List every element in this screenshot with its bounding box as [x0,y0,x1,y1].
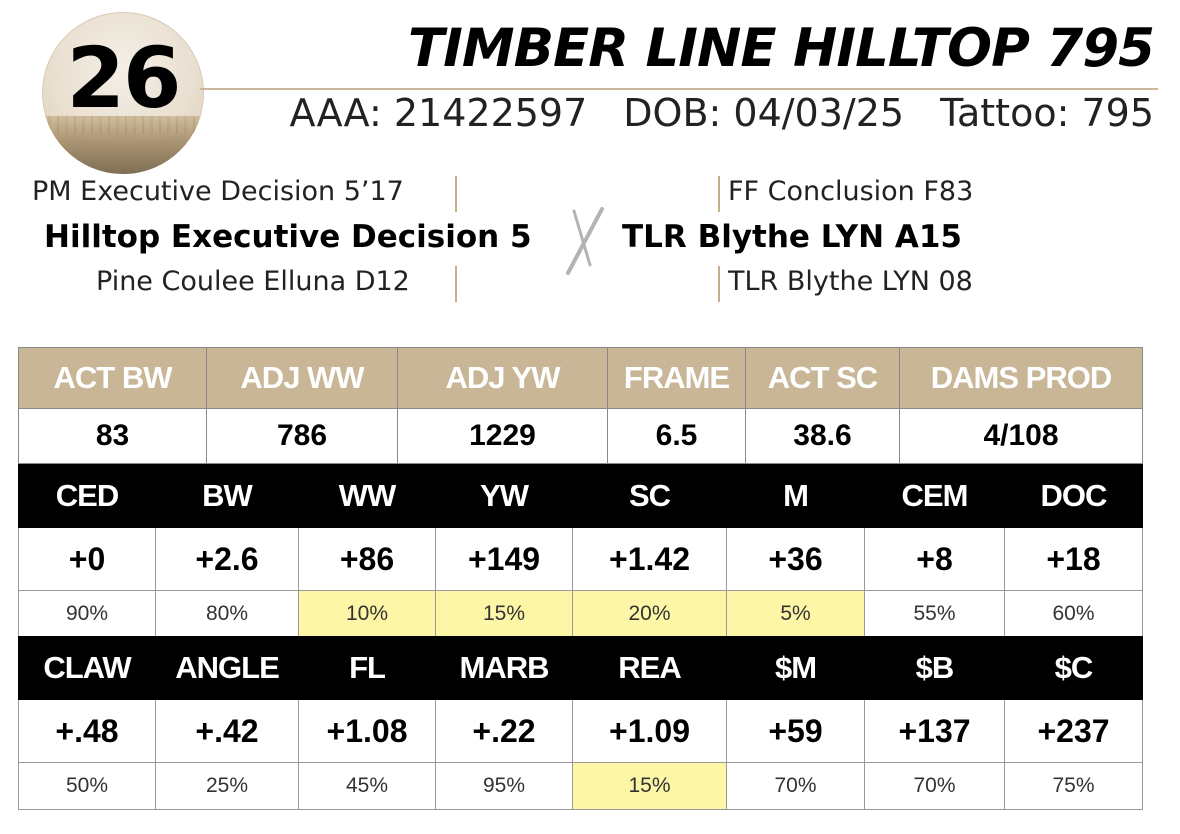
epd-header-cell: WW [298,464,436,528]
epd-header-cell: SC [572,464,727,528]
epd-percentile-cell: 75% [1004,762,1143,810]
epd-header-cell: ANGLE [155,636,299,700]
pedigree-sire-sire: PM Executive Decision 5’17 [32,176,404,207]
lot-number-badge: 26 [42,12,204,174]
header-cell: ACT BW [18,347,207,409]
epd-value-cell: +36 [726,527,865,591]
epd-header-row: CED BW WW YW SC M CEM DOC [18,464,1143,528]
pedigree-sire: Hilltop Executive Decision 5 [44,219,532,255]
epd-table-carcass: CLAW ANGLE FL MARB REA $M $B $C +.48 +.4… [18,636,1143,810]
epd-percentile-cell: 80% [155,590,299,638]
epd-percentile-cell: 70% [864,762,1005,810]
epd-header-cell: CED [18,464,156,528]
epd-percentile-cell: 95% [435,762,573,810]
lot-number: 26 [66,29,182,127]
pedigree-dam-dam: TLR Blythe LYN 08 [728,266,973,297]
epd-header-row: CLAW ANGLE FL MARB REA $M $B $C [18,636,1143,700]
epd-header-cell: $C [1004,636,1143,700]
epd-percentile-cell: 45% [298,762,436,810]
epd-value-cell: +.48 [18,699,156,763]
epd-header-cell: $B [864,636,1005,700]
epd-header-cell: REA [572,636,727,700]
epd-percentile-cell: 50% [18,762,156,810]
epd-value-cell: +0 [18,527,156,591]
epd-percentile-cell: 20% [572,590,727,638]
epd-header-cell: MARB [435,636,573,700]
epd-value-cell: +2.6 [155,527,299,591]
epd-percentile-cell: 55% [864,590,1005,638]
epd-value-row: +0 +2.6 +86 +149 +1.42 +36 +8 +18 [18,527,1143,591]
header-cell: ADJ YW [397,347,608,409]
value-cell: 83 [18,408,207,464]
epd-value-cell: +.42 [155,699,299,763]
epd-header-cell: CEM [864,464,1005,528]
performance-value-row: 83 786 1229 6.5 38.6 4/108 [18,408,1143,464]
pedigree-dam: TLR Blythe LYN A15 [622,219,962,255]
registration-number: AAA: 21422597 [289,91,588,135]
header-cell: ADJ WW [206,347,398,409]
epd-header-cell: BW [155,464,299,528]
epd-percentile-cell: 70% [726,762,865,810]
epd-value-cell: +1.08 [298,699,436,763]
animal-name: TIMBER LINE HILLTOP 795 [408,18,1155,79]
epd-header-cell: YW [435,464,573,528]
pedigree-bracket [718,176,720,212]
epd-value-cell: +1.09 [572,699,727,763]
epd-percentile-row: 90% 80% 10% 15% 20% 5% 55% 60% [18,590,1143,638]
badge-grass-image [42,116,204,174]
epd-value-cell: +.22 [435,699,573,763]
title-divider [200,88,1158,90]
identification-line: AAA: 21422597 DOB: 04/03/25 Tattoo: 795 [289,91,1154,135]
cross-mark-icon [566,207,604,275]
tattoo: Tattoo: 795 [940,91,1154,135]
epd-header-cell: FL [298,636,436,700]
epd-header-cell: CLAW [18,636,156,700]
epd-percentile-cell: 10% [298,590,436,638]
pedigree-sire-dam: Pine Coulee Elluna D12 [96,266,410,297]
epd-percentile-cell: 5% [726,590,865,638]
performance-table: ACT BW ADJ WW ADJ YW FRAME ACT SC DAMS P… [18,347,1143,464]
epd-value-cell: +149 [435,527,573,591]
header-cell: DAMS PROD [899,347,1143,409]
value-cell: 4/108 [899,408,1143,464]
value-cell: 786 [206,408,398,464]
epd-header-cell: DOC [1004,464,1143,528]
epd-percentile-cell: 60% [1004,590,1143,638]
epd-percentile-cell: 15% [435,590,573,638]
epd-header-cell: M [726,464,865,528]
epd-value-cell: +59 [726,699,865,763]
epd-percentile-cell: 25% [155,762,299,810]
value-cell: 38.6 [745,408,900,464]
pedigree-bracket [455,266,457,302]
header-cell: ACT SC [745,347,900,409]
epd-value-cell: +8 [864,527,1005,591]
epd-percentile-cell: 90% [18,590,156,638]
epd-header-cell: $M [726,636,865,700]
epd-value-cell: +237 [1004,699,1143,763]
pedigree-bracket [718,266,720,302]
pedigree-bracket [455,176,457,212]
epd-table-growth: CED BW WW YW SC M CEM DOC +0 +2.6 +86 +1… [18,464,1143,638]
epd-value-cell: +18 [1004,527,1143,591]
epd-value-cell: +1.42 [572,527,727,591]
value-cell: 1229 [397,408,608,464]
performance-header-row: ACT BW ADJ WW ADJ YW FRAME ACT SC DAMS P… [18,347,1143,409]
epd-percentile-row: 50% 25% 45% 95% 15% 70% 70% 75% [18,762,1143,810]
pedigree-dam-sire: FF Conclusion F83 [728,176,974,207]
epd-value-cell: +86 [298,527,436,591]
epd-value-cell: +137 [864,699,1005,763]
date-of-birth: DOB: 04/03/25 [623,91,905,135]
header-cell: FRAME [607,347,746,409]
value-cell: 6.5 [607,408,746,464]
epd-value-row: +.48 +.42 +1.08 +.22 +1.09 +59 +137 +237 [18,699,1143,763]
epd-percentile-cell: 15% [572,762,727,810]
